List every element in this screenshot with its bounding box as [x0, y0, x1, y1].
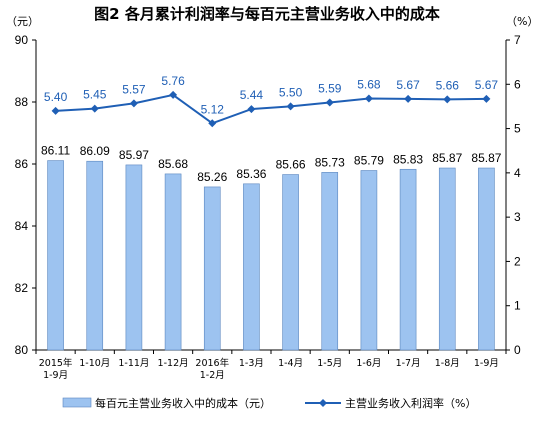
x-category-label: 1-2月	[200, 370, 225, 381]
bar-data-label: 85.83	[393, 152, 423, 166]
legend-bar-label: 每百元主营业务收入中的成本（元）	[95, 396, 271, 410]
line-point-marker	[286, 102, 295, 111]
bar	[86, 160, 104, 351]
line-point-marker	[325, 98, 334, 107]
x-category-label: 2015年	[39, 357, 73, 369]
bar-data-label: 86.09	[80, 144, 110, 158]
line-point-marker	[404, 94, 413, 103]
right-axis-unit: （%）	[506, 15, 535, 28]
y-left-tick-label: 80	[15, 343, 29, 357]
line-data-label: 5.68	[357, 77, 381, 91]
bar	[438, 167, 456, 351]
bar	[47, 160, 64, 351]
line-data-label: 5.50	[279, 85, 303, 99]
y-right-tick-label: 6	[514, 77, 521, 91]
x-category-label: 2016年	[195, 357, 229, 369]
x-category-label: 1-8月	[435, 358, 460, 369]
line-data-label: 5.76	[161, 74, 185, 88]
line-data-label: 5.40	[44, 90, 68, 104]
y-right-tick-label: 1	[514, 299, 521, 313]
x-category-label: 1-3月	[239, 358, 264, 369]
chart-title: 图2 各月累计利润率与每百元主营业务收入中的成本	[94, 5, 440, 23]
line-point-marker	[482, 94, 491, 103]
x-category-label: 1-11月	[118, 358, 149, 369]
y-left-tick-label: 88	[15, 95, 29, 109]
line-data-label: 5.57	[122, 82, 146, 96]
bar	[360, 170, 378, 351]
y-left-tick-label: 86	[15, 157, 29, 171]
line-data-label: 5.66	[436, 78, 460, 92]
y-right-tick-label: 7	[514, 33, 521, 47]
bar	[321, 172, 339, 351]
bar-data-label: 85.97	[119, 148, 149, 162]
line-point-marker	[247, 105, 256, 114]
line-point-marker	[90, 104, 99, 113]
x-category-label: 1-5月	[317, 358, 342, 369]
line-data-label: 5.45	[83, 88, 107, 102]
x-category-label: 1-4月	[278, 358, 303, 369]
bar	[164, 173, 182, 351]
line-point-marker	[129, 99, 138, 108]
x-category-label: 1-7月	[396, 358, 421, 369]
bar	[399, 168, 417, 351]
y-right-tick-label: 4	[514, 166, 521, 180]
legend-line-label: 主营业务收入利润率（%）	[345, 396, 476, 410]
x-category-label: 1-10月	[79, 358, 110, 369]
bar-data-label: 85.26	[197, 170, 227, 184]
y-right-tick-label: 0	[514, 343, 521, 357]
bar-data-label: 85.66	[276, 158, 306, 172]
line-point-marker	[443, 95, 452, 104]
line-data-label: 5.67	[396, 78, 420, 92]
bar-data-label: 85.73	[315, 155, 345, 169]
line-data-label: 5.44	[240, 88, 264, 102]
bar	[478, 167, 495, 351]
legend-line-marker	[319, 399, 327, 407]
bar-data-label: 85.79	[354, 154, 384, 168]
y-right-tick-label: 3	[514, 210, 521, 224]
line-point-marker	[169, 90, 178, 99]
x-category-label: 1-6月	[356, 358, 381, 369]
y-right-tick-label: 2	[514, 254, 521, 268]
left-axis-unit: （元）	[6, 15, 39, 28]
bar	[125, 164, 143, 351]
bar-data-label: 85.87	[432, 151, 462, 165]
line-point-marker	[208, 119, 217, 128]
x-category-label: 1-9月	[474, 358, 499, 369]
line-series-profit-margin	[55, 93, 487, 125]
line-data-label: 5.12	[201, 102, 225, 116]
y-right-tick-label: 5	[514, 122, 521, 136]
line-data-label: 5.67	[475, 78, 499, 92]
line-point-marker	[51, 106, 60, 115]
bar-data-label: 85.68	[158, 157, 188, 171]
line-point-marker	[364, 94, 373, 103]
bar-data-label: 85.36	[236, 167, 266, 181]
bar	[243, 183, 260, 351]
x-category-label: 1-9月	[43, 370, 68, 381]
y-left-tick-label: 90	[15, 33, 29, 47]
line-data-label: 5.59	[318, 81, 342, 95]
x-category-label: 1-12月	[158, 358, 189, 369]
bar-data-label: 86.11	[41, 144, 70, 158]
y-left-tick-label: 82	[15, 281, 29, 295]
legend-bar-swatch	[62, 397, 92, 408]
bar	[203, 186, 221, 351]
bar	[282, 174, 299, 351]
bar-data-label: 85.87	[471, 151, 501, 165]
y-left-tick-label: 84	[15, 219, 29, 233]
